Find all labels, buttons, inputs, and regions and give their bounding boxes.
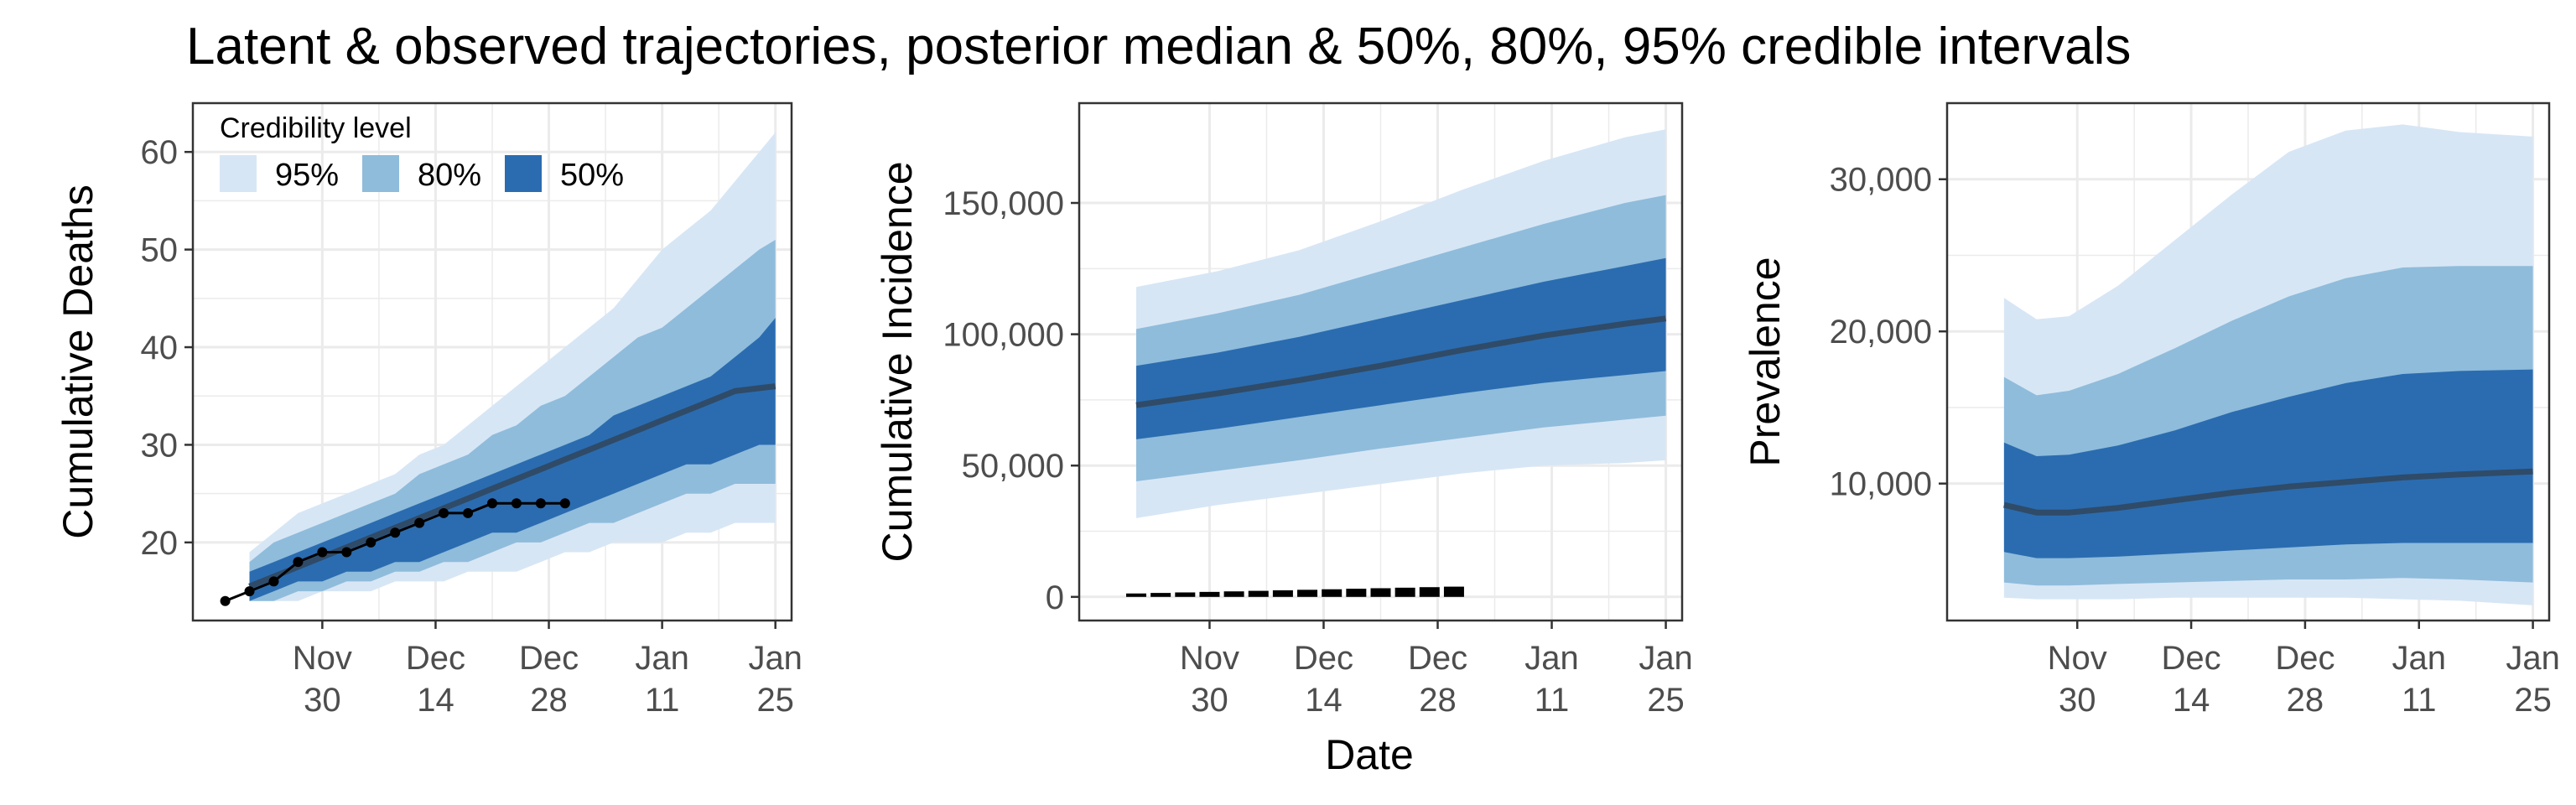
- median-line: [1135, 315, 1667, 408]
- observed-point: [535, 498, 546, 509]
- panel-cumulative-deaths: 20 30 40 50 60 Nov 30 Dec 14 Dec 28 Jan 11 Jan 25 Cumul…: [55, 101, 802, 719]
- x-tick-label: Jan: [635, 640, 689, 677]
- observed-bar: [1150, 593, 1171, 597]
- observed-point: [244, 586, 255, 597]
- x-tick-label: Dec: [519, 640, 579, 677]
- observed-point: [220, 595, 231, 606]
- y-tick-label: 20,000: [1830, 314, 1932, 351]
- x-tick-label: 11: [1535, 682, 1570, 719]
- legend-label-80: 80%: [418, 158, 481, 193]
- legend-key-80: [362, 155, 399, 192]
- x-tick-label: Dec: [2162, 640, 2221, 677]
- x-tick-label: Jan: [2392, 640, 2447, 677]
- x-tick-label: Nov: [2048, 640, 2107, 677]
- panel-border: [191, 101, 793, 622]
- band-80: [249, 240, 776, 601]
- x-axis-label: Date: [1325, 731, 1414, 778]
- x-tick-label: 25: [1647, 682, 1685, 719]
- band-50: [2003, 369, 2533, 558]
- observed-bar: [1394, 587, 1415, 597]
- y-tick-label: 10,000: [1830, 466, 1932, 503]
- chart-title: Latent & observed trajectories, posterio…: [186, 18, 2131, 75]
- y-tick-label: 100,000: [943, 317, 1064, 354]
- observed-point: [439, 507, 449, 518]
- y-tick-label: 50,000: [962, 448, 1064, 485]
- x-tick-label: 30: [1191, 682, 1228, 719]
- observed-bar: [1346, 589, 1367, 597]
- observed-bar: [1443, 586, 1464, 597]
- x-tick-label: 14: [417, 682, 454, 719]
- median-line: [248, 383, 776, 589]
- observed-point: [366, 537, 377, 548]
- x-tick-label: Nov: [293, 640, 352, 677]
- observed-bar: [1272, 589, 1293, 597]
- observed-bar: [1175, 592, 1196, 597]
- observed-point: [341, 547, 352, 558]
- panel-cumulative-incidence: 0 50,000 100,000 150,000 Nov 30 Dec 14 Dec 28 Jan 1…: [874, 101, 1693, 719]
- observed-bar: [1297, 589, 1318, 597]
- x-tick-label: Jan: [2506, 640, 2560, 677]
- observed-bar: [1126, 593, 1147, 597]
- y-tick-label: 40: [141, 330, 179, 366]
- y-axis-label: Prevalence: [1742, 257, 1789, 466]
- x-tick-label: Dec: [2275, 640, 2334, 677]
- y-tick-label: 30: [141, 427, 179, 464]
- observed-point: [511, 498, 522, 509]
- observed-point: [559, 498, 570, 509]
- legend-key-95: [220, 155, 257, 192]
- legend-label-50: 50%: [560, 158, 624, 193]
- y-tick-label: 150,000: [943, 185, 1064, 222]
- observed-point: [414, 517, 425, 528]
- x-tick-label: 25: [756, 682, 794, 719]
- observed-point: [463, 507, 474, 518]
- x-tick-label: 11: [645, 682, 680, 719]
- y-tick-label: 60: [141, 134, 179, 171]
- x-tick-label: Nov: [1180, 640, 1239, 677]
- x-tick-label: 25: [2514, 682, 2552, 719]
- median-line: [2003, 468, 2533, 516]
- observed-point: [390, 527, 401, 538]
- observed-point: [268, 576, 279, 587]
- observed-point: [293, 557, 304, 568]
- y-tick-label: 50: [141, 232, 179, 269]
- x-tick-label: 14: [2173, 682, 2210, 719]
- x-tick-label: 14: [1305, 682, 1343, 719]
- x-tick-label: Jan: [1524, 640, 1579, 677]
- observed-bar: [1223, 591, 1244, 597]
- observed-bar: [1199, 591, 1220, 597]
- x-tick-label: Jan: [1639, 640, 1693, 677]
- observed-bar: [1248, 590, 1269, 597]
- x-tick-label: Dec: [1408, 640, 1467, 677]
- x-tick-label: 11: [2402, 682, 2437, 719]
- observed-point: [317, 547, 328, 558]
- y-tick-label: 0: [1046, 579, 1064, 616]
- observed-bar: [1419, 587, 1440, 597]
- x-tick-label: 30: [2059, 682, 2096, 719]
- x-tick-label: Jan: [748, 640, 802, 677]
- observed-bar: [1322, 589, 1343, 597]
- legend-key-50: [505, 155, 542, 192]
- panel-border: [1945, 101, 2551, 622]
- legend-label-95: 95%: [275, 158, 339, 193]
- y-tick-label: 30,000: [1830, 162, 1932, 199]
- legend-title: Credibility level: [220, 112, 412, 144]
- legend: Credibility level 95% 80% 50%: [220, 112, 624, 193]
- band-50: [249, 318, 776, 601]
- x-tick-label: Dec: [1294, 640, 1353, 677]
- x-tick-label: Dec: [406, 640, 465, 677]
- y-tick-label: 20: [141, 525, 179, 562]
- panel-border: [1078, 101, 1684, 622]
- band-50: [1136, 257, 1666, 439]
- observed-bar: [1370, 588, 1391, 597]
- x-tick-label: 28: [1419, 682, 1457, 719]
- observed-point: [487, 498, 497, 509]
- panel-prevalence: 10,000 20,000 30,000 Nov 30 Dec 14 Dec 28 Jan 11 Ja…: [1742, 101, 2560, 719]
- x-tick-label: 30: [304, 682, 341, 719]
- y-axis-label: Cumulative Incidence: [874, 161, 921, 562]
- x-tick-label: 28: [2287, 682, 2324, 719]
- y-axis-label: Cumulative Deaths: [55, 184, 101, 538]
- x-tick-label: 28: [530, 682, 568, 719]
